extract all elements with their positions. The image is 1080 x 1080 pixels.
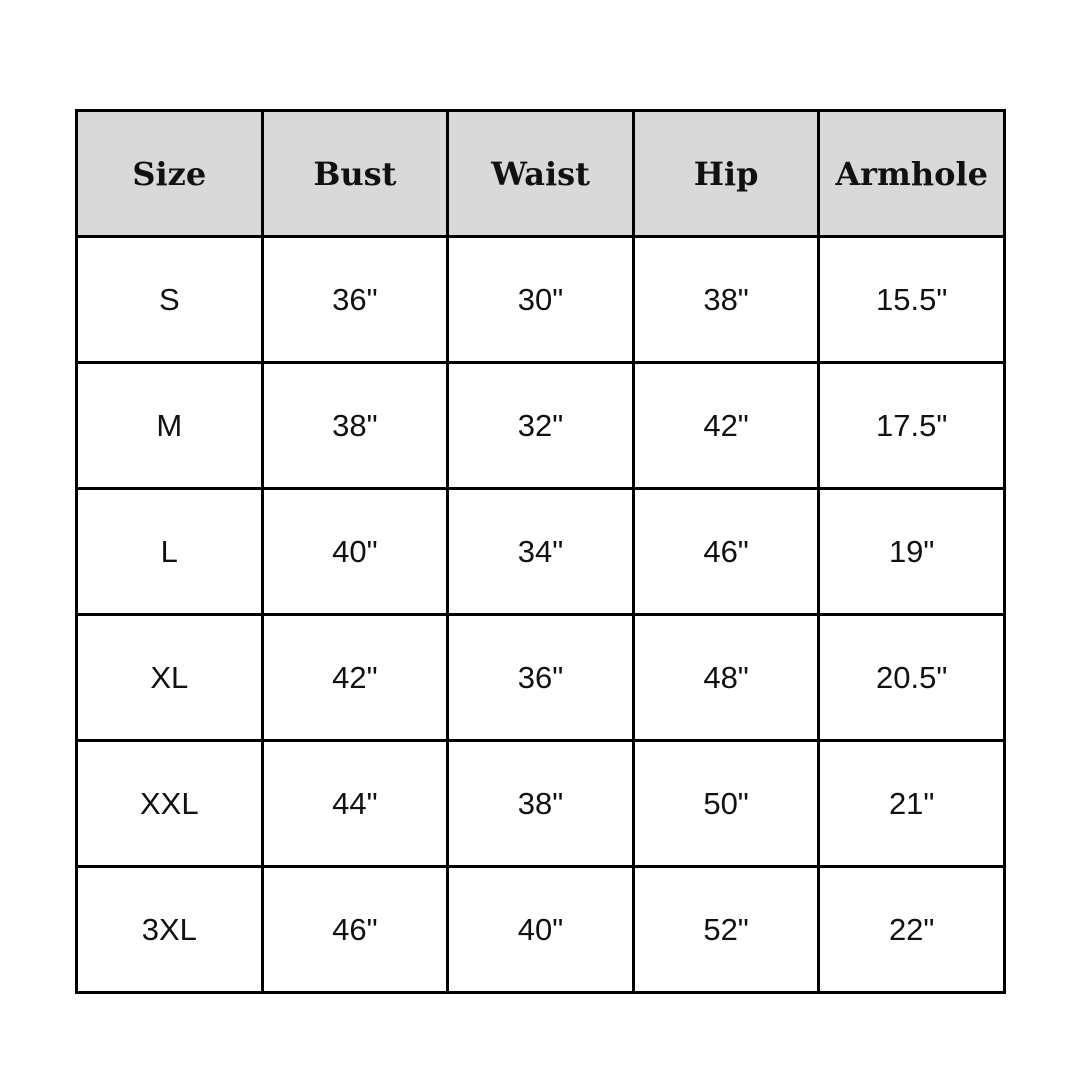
measure-cell: 20.5" — [817, 613, 1006, 742]
size-cell: L — [75, 487, 264, 616]
measure-cell: 36" — [446, 613, 635, 742]
size-cell: S — [75, 235, 264, 364]
measure-cell: 46" — [260, 865, 450, 994]
header-cell: Bust — [260, 109, 450, 238]
measure-cell: 38" — [631, 235, 821, 364]
table-row: M 38" 32" 42" 17.5" — [75, 361, 1006, 490]
measure-cell: 32" — [446, 361, 635, 490]
header-cell: Size — [75, 109, 264, 238]
measure-cell: 40" — [446, 865, 635, 994]
measure-cell: 15.5" — [817, 235, 1006, 364]
size-cell: M — [75, 361, 264, 490]
size-cell: XL — [75, 613, 264, 742]
table-row: S 36" 30" 38" 15.5" — [75, 235, 1006, 364]
table-row: 3XL 46" 40" 52" 22" — [75, 865, 1006, 994]
measure-cell: 17.5" — [817, 361, 1006, 490]
measure-cell: 19" — [817, 487, 1006, 616]
measure-cell: 34" — [446, 487, 635, 616]
measure-cell: 42" — [260, 613, 450, 742]
measure-cell: 36" — [260, 235, 450, 364]
measure-cell: 48" — [631, 613, 821, 742]
table-row: L 40" 34" 46" 19" — [75, 487, 1006, 616]
measure-cell: 42" — [631, 361, 821, 490]
table-body: S 36" 30" 38" 15.5" M 38" 32" 42" 17.5" L 40" 34" 46"… — [75, 235, 1006, 994]
measure-cell: 50" — [631, 739, 821, 868]
table-head: Size Bust Waist Hip Armhole — [75, 109, 1006, 238]
size-cell: XXL — [75, 739, 264, 868]
measure-cell: 38" — [260, 361, 450, 490]
size-table: Size Bust Waist Hip Armhole S 36" 30" 38" 15.5" M… — [75, 109, 1006, 994]
measure-cell: 21" — [817, 739, 1006, 868]
measure-cell: 40" — [260, 487, 450, 616]
header-cell: Waist — [446, 109, 635, 238]
measure-cell: 30" — [446, 235, 635, 364]
table-row: XXL 44" 38" 50" 21" — [75, 739, 1006, 868]
measure-cell: 22" — [817, 865, 1006, 994]
header-cell: Hip — [631, 109, 821, 238]
measure-cell: 38" — [446, 739, 635, 868]
measure-cell: 46" — [631, 487, 821, 616]
table-row: XL 42" 36" 48" 20.5" — [75, 613, 1006, 742]
header-cell: Armhole — [817, 109, 1006, 238]
size-cell: 3XL — [75, 865, 264, 994]
measure-cell: 52" — [631, 865, 821, 994]
measure-cell: 44" — [260, 739, 450, 868]
header-row: Size Bust Waist Hip Armhole — [75, 109, 1006, 238]
